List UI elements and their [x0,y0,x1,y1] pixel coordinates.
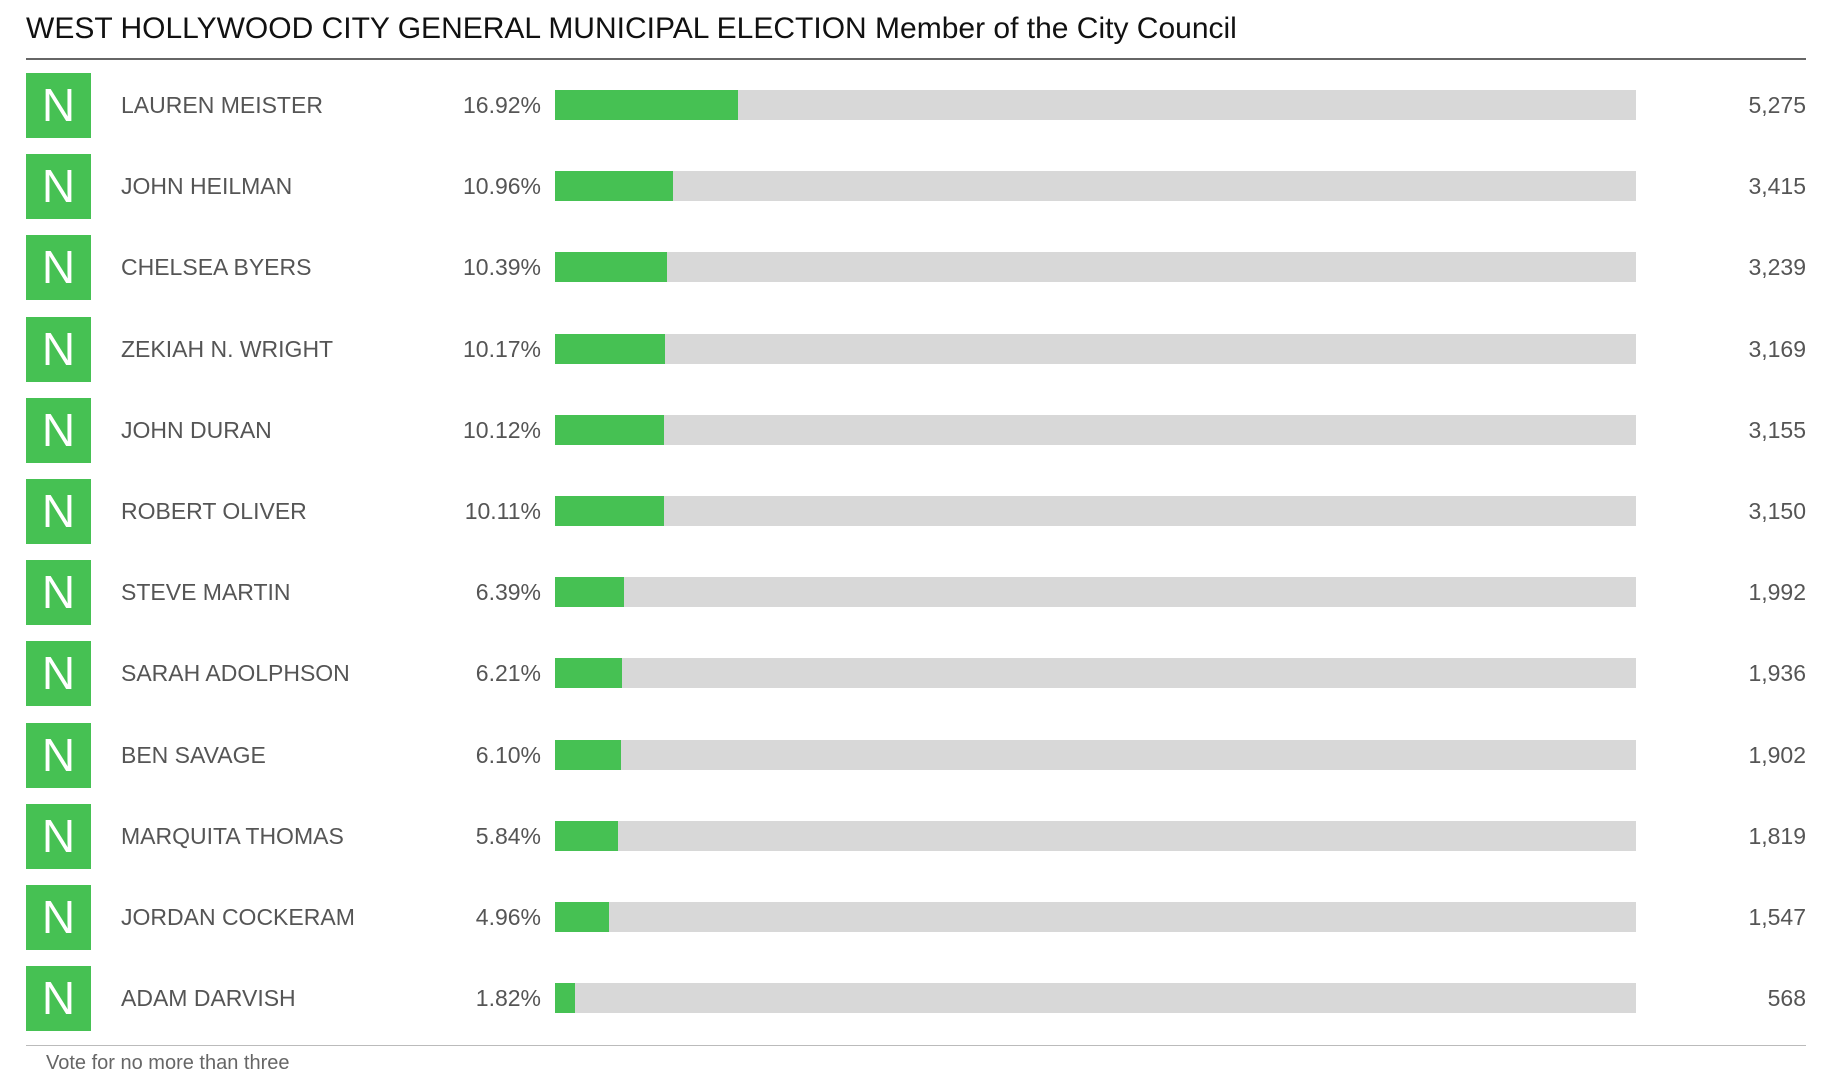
bar [555,252,668,283]
status-badge: N [26,235,91,301]
bar [555,901,609,932]
status-badge: N [26,966,91,1032]
vote-count: 568 [1767,985,1806,1012]
bar-track [555,577,1636,608]
status-badge: N [26,641,91,707]
vote-count: 1,992 [1748,579,1806,606]
candidate-name: CHELSEA BYERS [121,254,312,281]
percent-label: 6.10% [475,741,541,768]
result-row: N STEVE MARTIN 6.39% 1,992 [26,560,1806,626]
candidate-name: BEN SAVAGE [121,741,266,768]
status-badge: N [26,884,91,950]
bar-track [555,658,1636,689]
bar-track [555,333,1636,364]
footnote: Vote for no more than three [46,1052,290,1074]
result-row: N JORDAN COCKERAM 4.96% 1,547 [26,884,1806,950]
bar-track [555,739,1636,770]
percent-label: 6.21% [475,660,541,687]
status-badge: N [26,803,91,869]
vote-count: 3,415 [1748,173,1806,200]
bar-track [555,414,1636,445]
candidate-name: JOHN HEILMAN [121,173,293,200]
percent-label: 10.11% [464,497,541,524]
result-row: N LAUREN MEISTER 16.92% 5,275 [26,73,1806,138]
percent-label: 10.96% [462,173,541,200]
bar-track [555,252,1636,283]
candidate-name: LAUREN MEISTER [121,92,323,118]
bar-track [555,171,1636,202]
bar [555,577,625,608]
vote-count: 1,819 [1748,822,1806,849]
result-row: N BEN SAVAGE 6.10% 1,902 [26,722,1806,788]
bar-track [555,90,1636,120]
bar-track [555,983,1636,1014]
bar [555,658,623,689]
percent-label: 1.82% [475,985,541,1012]
result-row: N CHELSEA BYERS 10.39% 3,239 [26,235,1806,301]
percent-label: 10.17% [462,335,541,362]
result-row: N ROBERT OLIVER 10.11% 3,150 [26,478,1806,544]
title-subtitle: Member of the City Council [875,12,1237,45]
result-row: N ADAM DARVISH 1.82% 568 [26,966,1806,1032]
bar [555,739,621,770]
status-badge: N [26,560,91,626]
vote-count: 1,936 [1748,660,1806,687]
result-row: N JOHN DURAN 10.12% 3,155 [26,397,1806,463]
bar [555,333,665,364]
candidate-name: JOHN DURAN [121,416,272,443]
result-row: N SARAH ADOLPHSON 6.21% 1,936 [26,641,1806,707]
bar [555,820,619,851]
vote-count: 3,150 [1748,497,1806,524]
candidate-name: ZEKIAH N. WRIGHT [121,335,334,362]
vote-count: 3,239 [1748,254,1806,281]
status-badge: N [26,478,91,544]
results-rows: N LAUREN MEISTER 16.92% 5,275 N JOHN HEILMAN 1… [26,73,1806,1032]
bar-track [555,495,1636,526]
percent-label: 6.39% [475,579,541,606]
candidate-name: ROBERT OLIVER [121,497,307,524]
bar [555,495,665,526]
status-badge: N [26,722,91,788]
vote-count: 3,169 [1748,335,1806,362]
result-row: N ZEKIAH N. WRIGHT 10.17% 3,169 [26,316,1806,382]
status-badge: N [26,397,91,463]
bar [555,414,665,445]
chart-title: WEST HOLLYWOOD CITY GENERAL MUNICIPAL EL… [26,0,1806,58]
bar-track [555,820,1636,851]
status-badge: N [26,154,91,220]
percent-label: 10.12% [462,416,541,443]
result-row: N MARQUITA THOMAS 5.84% 1,819 [26,803,1806,869]
election-results-chart: WEST HOLLYWOOD CITY GENERAL MUNICIPAL EL… [26,0,1806,1047]
candidate-name: JORDAN COCKERAM [121,903,355,930]
bar [555,90,738,120]
candidate-name: ADAM DARVISH [121,985,296,1012]
status-badge: N [26,73,91,138]
bar [555,171,674,202]
bottom-divider [26,1045,1806,1046]
result-row: N JOHN HEILMAN 10.96% 3,415 [26,154,1806,220]
percent-label: 16.92% [462,92,541,118]
percent-label: 10.39% [462,254,541,281]
bar [555,983,575,1014]
vote-count: 5,275 [1748,92,1806,118]
candidate-name: MARQUITA THOMAS [121,822,344,849]
percent-label: 5.84% [475,822,541,849]
title-main: WEST HOLLYWOOD CITY GENERAL MUNICIPAL EL… [26,12,867,45]
candidate-name: STEVE MARTIN [121,579,291,606]
candidate-name: SARAH ADOLPHSON [121,660,350,687]
bar-track [555,901,1636,932]
percent-label: 4.96% [475,903,541,930]
vote-count: 1,902 [1748,741,1806,768]
vote-count: 1,547 [1748,903,1806,930]
vote-count: 3,155 [1748,416,1806,443]
top-divider [26,58,1806,60]
status-badge: N [26,316,91,382]
